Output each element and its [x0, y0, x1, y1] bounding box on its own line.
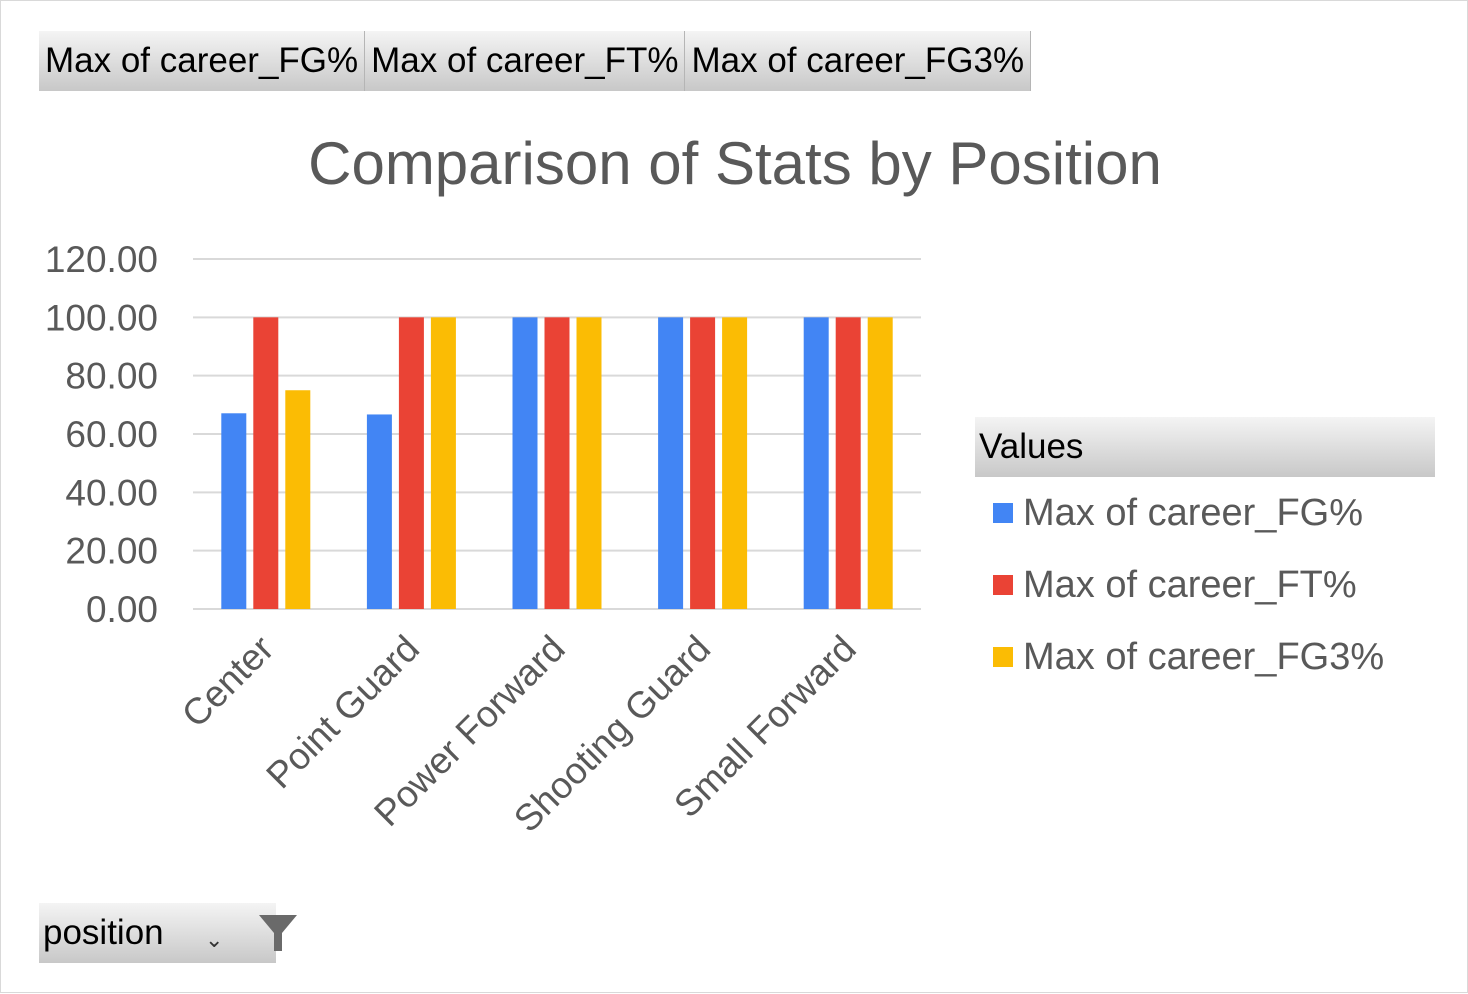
field-button-fg3[interactable]: Max of career_FG3% [685, 31, 1032, 91]
y-tick-label: 0.00 [86, 589, 158, 630]
bar [658, 317, 684, 609]
field-button-ft[interactable]: Max of career_FT% [365, 31, 686, 91]
y-tick-label: 80.00 [65, 356, 158, 397]
bar [576, 317, 602, 609]
value-field-buttons: Max of career_FG% Max of career_FT% Max … [39, 31, 1032, 91]
y-tick-label: 40.00 [65, 472, 158, 513]
bar [430, 317, 456, 609]
y-tick-label: 100.00 [45, 297, 158, 338]
bar [366, 414, 392, 609]
legend-label-ft: Max of career_FT% [1023, 563, 1357, 606]
chart-title: Comparison of Stats by Position [308, 130, 1162, 197]
legend-swatch-fg3 [993, 647, 1013, 667]
bar [221, 413, 247, 609]
bar [285, 390, 311, 609]
legend-item-fg: Max of career_FG% [975, 477, 1435, 549]
legend-label-fg: Max of career_FG% [1023, 491, 1363, 534]
filter-label: position [43, 913, 164, 952]
dropdown-icon: ⌄ [205, 927, 224, 952]
bar [512, 317, 538, 609]
bar [722, 317, 748, 609]
position-filter-button[interactable]: position ⌄ [39, 903, 297, 963]
legend-swatch-ft [993, 575, 1013, 595]
bar [867, 317, 893, 609]
legend-header[interactable]: Values [975, 417, 1435, 477]
bar [398, 317, 424, 609]
y-tick-label: 20.00 [65, 531, 158, 572]
legend-label-fg3: Max of career_FG3% [1023, 635, 1385, 678]
field-button-fg[interactable]: Max of career_FG% [39, 31, 366, 91]
bar [690, 317, 716, 609]
y-tick-label: 60.00 [65, 414, 158, 455]
bar [803, 317, 829, 609]
legend-swatch-fg [993, 503, 1013, 523]
legend-item-ft: Max of career_FT% [975, 549, 1435, 621]
bar [835, 317, 861, 609]
funnel-icon [259, 915, 297, 951]
bar [253, 317, 279, 609]
legend: Values Max of career_FG% Max of career_F… [975, 417, 1435, 693]
y-tick-label: 120.00 [45, 239, 158, 280]
x-tick-label: Center [174, 628, 282, 736]
bar [544, 317, 570, 609]
legend-item-fg3: Max of career_FG3% [975, 621, 1435, 693]
